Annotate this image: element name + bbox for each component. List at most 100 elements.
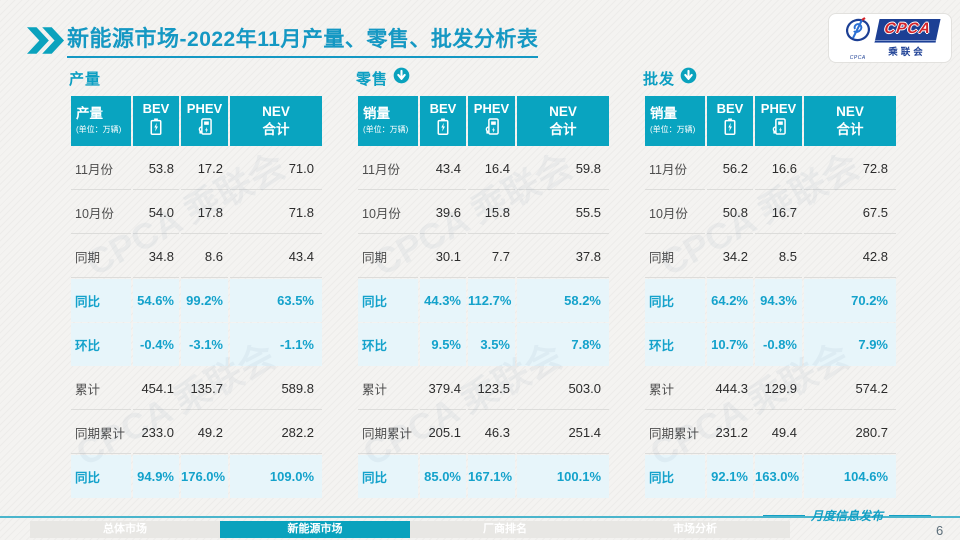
- header-phev-cell: PHEV: [181, 96, 228, 146]
- cell-value: 46.3: [468, 411, 515, 454]
- header-unit: (单位：万辆): [363, 124, 409, 134]
- row-label: 同期累计: [358, 411, 418, 454]
- row-label: 环比: [645, 323, 705, 366]
- row-label: 同期: [358, 235, 418, 278]
- table-row: 同比 64.2% 94.3% 70.2%: [645, 279, 896, 322]
- cell-value: 233.0: [133, 411, 179, 454]
- cell-value: 30.1: [420, 235, 466, 278]
- cell-value: 85.0%: [420, 455, 466, 498]
- cell-value: 251.4: [517, 411, 609, 454]
- cell-value: 54.6%: [133, 279, 179, 322]
- cell-value: 49.2: [181, 411, 228, 454]
- table-row: 同期累计 205.1 46.3 251.4: [358, 411, 609, 454]
- row-label: 累计: [358, 367, 418, 410]
- header-unit: (单位：万辆): [76, 124, 122, 134]
- charging-station-icon: [771, 118, 786, 139]
- row-label: 同比: [645, 455, 705, 498]
- table-row: 累计 444.3 129.9 574.2: [645, 367, 896, 410]
- table-header-row: 销量 (单位：万辆) BEV PHEV NEV 合计: [645, 96, 896, 146]
- section-down-arrow-icon: [680, 67, 697, 89]
- row-label: 10月份: [71, 191, 131, 234]
- table-row: 同比 54.6% 99.2% 63.5%: [71, 279, 322, 322]
- table-row: 同比 85.0% 167.1% 100.1%: [358, 455, 609, 498]
- cell-value: 49.4: [755, 411, 802, 454]
- cpca-emblem-icon: CPCA: [843, 16, 873, 61]
- cell-value: 64.2%: [707, 279, 753, 322]
- data-table: 销量 (单位：万辆) BEV PHEV NEV 合计 11月份 56.2 16.6 72.8 10…: [643, 95, 898, 499]
- cell-value: 104.6%: [804, 455, 896, 498]
- cell-value: 163.0%: [755, 455, 802, 498]
- footer-note-text: 月度信息发布: [811, 509, 884, 523]
- table-row: 10月份 39.6 15.8 55.5: [358, 191, 609, 234]
- cell-value: -3.1%: [181, 323, 228, 366]
- bev-column-label: BEV: [716, 101, 744, 117]
- cell-value: 231.2: [707, 411, 753, 454]
- table-header-row: 产量 (单位：万辆) BEV PHEV NEV 合计: [71, 96, 322, 146]
- row-label: 累计: [645, 367, 705, 410]
- header-nev-cell: NEV 合计: [230, 96, 322, 146]
- cell-value: 8.5: [755, 235, 802, 278]
- cell-value: 59.8: [517, 147, 609, 190]
- cell-value: 56.2: [707, 147, 753, 190]
- phev-column-label: PHEV: [760, 101, 797, 117]
- logo-acronym-badge: CPCA: [874, 18, 940, 43]
- cell-value: 39.6: [420, 191, 466, 234]
- footer-tab-1[interactable]: 新能源市场: [220, 521, 410, 538]
- section-down-arrow-icon: [393, 67, 410, 89]
- charging-station-icon: [197, 118, 212, 139]
- cell-value: 63.5%: [230, 279, 322, 322]
- row-label: 同期累计: [71, 411, 131, 454]
- table-row: 同期 30.1 7.7 37.8: [358, 235, 609, 278]
- section-header: 产量: [69, 66, 324, 90]
- table-row: 累计 454.1 135.7 589.8: [71, 367, 322, 410]
- cpca-logo: CPCA CPCA 乘联会: [828, 13, 952, 63]
- footer-tab-3[interactable]: 市场分析: [600, 521, 790, 538]
- bev-column-label: BEV: [429, 101, 457, 117]
- cell-value: 71.0: [230, 147, 322, 190]
- row-label: 同比: [358, 455, 418, 498]
- cell-value: 112.7%: [468, 279, 515, 322]
- logo-name: 乘联会: [888, 46, 926, 58]
- cell-value: 44.3%: [420, 279, 466, 322]
- cell-value: 9.5%: [420, 323, 466, 366]
- table-row: 环比 10.7% -0.8% 7.9%: [645, 323, 896, 366]
- cell-value: 10.7%: [707, 323, 753, 366]
- table-row: 同期累计 233.0 49.2 282.2: [71, 411, 322, 454]
- battery-icon: [437, 118, 449, 139]
- header-label-cell: 产量 (单位：万辆): [71, 96, 131, 146]
- cell-value: 129.9: [755, 367, 802, 410]
- cell-value: 454.1: [133, 367, 179, 410]
- cell-value: 282.2: [230, 411, 322, 454]
- section-header: 零售: [356, 66, 611, 90]
- table-row: 累计 379.4 123.5 503.0: [358, 367, 609, 410]
- footer-tab-0[interactable]: 总体市场: [30, 521, 220, 538]
- header-bev-cell: BEV: [707, 96, 753, 146]
- cell-value: 72.8: [804, 147, 896, 190]
- header-nev-cell: NEV 合计: [517, 96, 609, 146]
- table-row: 10月份 54.0 17.8 71.8: [71, 191, 322, 234]
- header-phev-cell: PHEV: [468, 96, 515, 146]
- table-row: 同期 34.8 8.6 43.4: [71, 235, 322, 278]
- cell-value: -0.8%: [755, 323, 802, 366]
- row-label: 11月份: [358, 147, 418, 190]
- table-row: 环比 9.5% 3.5% 7.8%: [358, 323, 609, 366]
- cell-value: 16.4: [468, 147, 515, 190]
- title-rest: -2022年11月产量、零售、批发分析表: [179, 28, 539, 51]
- row-label: 10月份: [645, 191, 705, 234]
- cell-value: 15.8: [468, 191, 515, 234]
- cell-value: 53.8: [133, 147, 179, 190]
- row-label: 同期: [645, 235, 705, 278]
- cell-value: -1.1%: [230, 323, 322, 366]
- table-row: 同期累计 231.2 49.4 280.7: [645, 411, 896, 454]
- cell-value: 17.8: [181, 191, 228, 234]
- row-label: 11月份: [71, 147, 131, 190]
- cell-value: 92.1%: [707, 455, 753, 498]
- nev-column-label: NEV 合计: [549, 104, 577, 137]
- header-phev-cell: PHEV: [755, 96, 802, 146]
- phev-column-label: PHEV: [186, 101, 223, 117]
- cell-value: 43.4: [420, 147, 466, 190]
- battery-icon: [150, 118, 162, 139]
- footer-tab-2[interactable]: 厂商排名: [410, 521, 600, 538]
- cell-value: 34.8: [133, 235, 179, 278]
